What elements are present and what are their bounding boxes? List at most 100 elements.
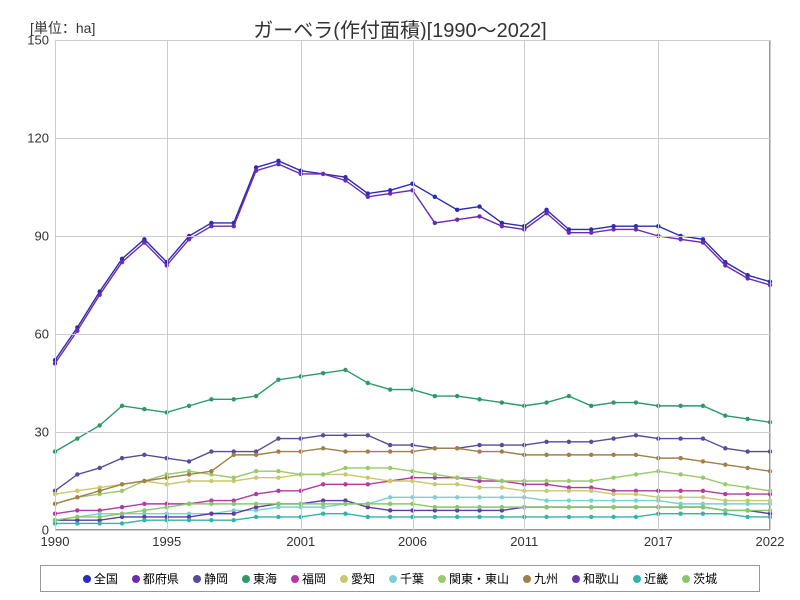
data-point [567,515,571,519]
y-tick: 60 [35,327,55,342]
legend-item: 愛知 [340,570,375,587]
data-point [97,515,101,519]
data-point [366,195,370,199]
data-point [120,482,124,486]
data-point [97,521,101,525]
data-point [366,502,370,506]
data-point [97,423,101,427]
y-tick: 30 [35,425,55,440]
data-point [254,502,258,506]
data-point [500,443,504,447]
data-point [567,498,571,502]
legend-item: 近畿 [633,570,668,587]
data-point [477,476,481,480]
data-point [97,466,101,470]
data-point [544,505,548,509]
data-point [254,394,258,398]
data-point [745,492,749,496]
data-point [120,511,124,515]
data-point [634,472,638,476]
data-point [120,521,124,525]
data-point [232,453,236,457]
data-point [276,476,280,480]
data-point [477,505,481,509]
data-point [366,381,370,385]
y-tick: 150 [27,33,55,48]
data-point [75,329,79,333]
legend-item: 福岡 [291,570,326,587]
data-point [455,208,459,212]
legend-dot [193,575,201,583]
data-point [343,482,347,486]
legend-label: 和歌山 [583,570,619,587]
data-point [745,515,749,519]
data-point [276,502,280,506]
data-point [611,505,615,509]
data-point [589,498,593,502]
legend-dot [132,575,140,583]
legend-item: 千葉 [389,570,424,587]
data-point [500,515,504,519]
legend-label: 近畿 [644,570,668,587]
data-point [634,515,638,519]
data-point [477,515,481,519]
data-point [187,237,191,241]
data-point [187,472,191,476]
data-point [366,482,370,486]
data-point [343,449,347,453]
data-point [209,224,213,228]
data-point [678,495,682,499]
data-point [723,263,727,267]
data-point [745,508,749,512]
data-point [723,462,727,466]
data-point [634,227,638,231]
data-point [232,511,236,515]
legend-label: 全国 [94,570,118,587]
data-point [567,453,571,457]
chart-title: ガーベラ(作付面積)[1990～2022] [253,14,546,43]
data-point [500,449,504,453]
data-point [343,178,347,182]
legend-dot [523,575,531,583]
data-point [544,440,548,444]
data-point [611,453,615,457]
data-point [433,482,437,486]
data-point [634,498,638,502]
data-point [634,492,638,496]
legend-item: 東海 [242,570,277,587]
data-point [433,221,437,225]
data-point [75,521,79,525]
data-point [232,502,236,506]
data-point [723,482,727,486]
grid-v [770,40,771,530]
data-point [276,515,280,519]
data-point [276,469,280,473]
data-point [567,394,571,398]
data-point [701,495,705,499]
data-point [142,518,146,522]
data-point [254,469,258,473]
data-point [634,433,638,437]
data-point [455,482,459,486]
data-point [723,492,727,496]
data-point [589,489,593,493]
data-point [634,453,638,457]
data-point [455,476,459,480]
grid-v [658,40,659,530]
data-point [142,453,146,457]
data-point [544,498,548,502]
data-point [388,387,392,391]
data-point [232,518,236,522]
data-point [366,476,370,480]
data-point [343,368,347,372]
data-point [500,479,504,483]
x-tick: 1990 [41,530,70,549]
data-point [75,472,79,476]
data-point [455,515,459,519]
grid-v [524,40,525,530]
data-point [366,449,370,453]
y-tick: 90 [35,229,55,244]
data-point [321,502,325,506]
x-tick: 2017 [644,530,673,549]
data-point [209,518,213,522]
